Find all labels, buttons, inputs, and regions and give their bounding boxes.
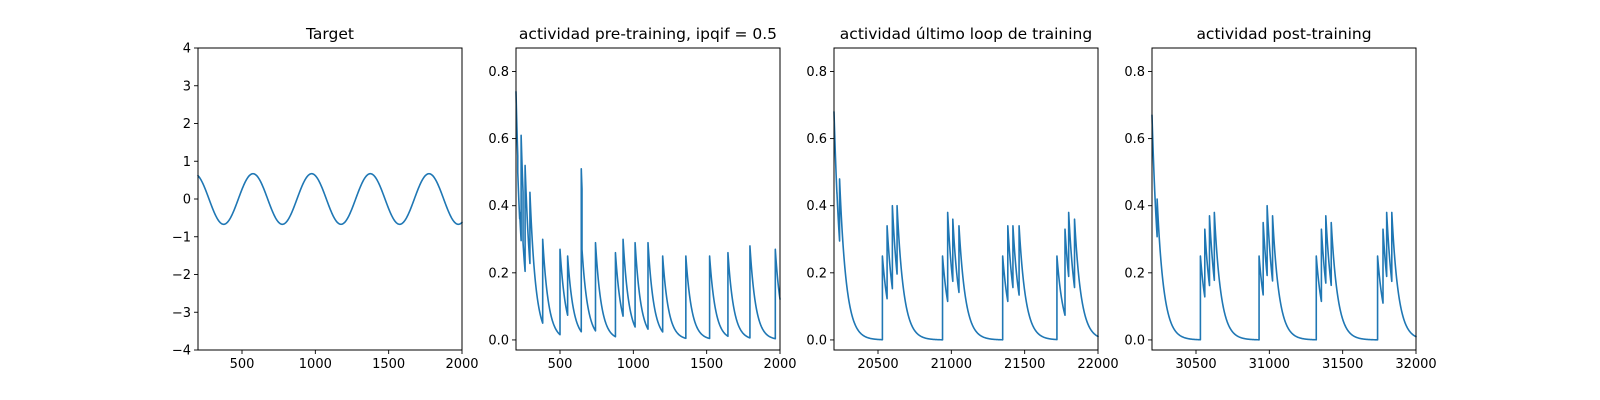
y-tick-label: 0.4	[488, 199, 509, 214]
x-tick-label: 21500	[1004, 357, 1045, 372]
x-tick-label: 22000	[1077, 357, 1118, 372]
y-tick-label: 0.0	[488, 333, 509, 348]
y-tick-label: 0.2	[488, 266, 509, 281]
tick-group: 500 1000 1500 2000 0.0 0.2 0.4 0.6 0.8	[488, 65, 796, 372]
y-tick-label: 0.2	[1124, 266, 1145, 281]
x-tick-label: 1000	[299, 357, 332, 372]
y-tick-label: 0.4	[806, 199, 827, 214]
panel-last-training-loop: actividad último loop de training 20500 2…	[806, 25, 1118, 372]
y-tick-label: 0.0	[1124, 333, 1145, 348]
x-tick-label: 1500	[372, 357, 405, 372]
y-tick-label: 0.6	[488, 132, 509, 147]
y-tick-label: 0.0	[806, 333, 827, 348]
series-line	[833, 110, 1099, 341]
y-tick-label: 0	[183, 193, 191, 208]
tick-group: 30500 31000 31500 32000 0.0 0.2 0.4 0.6 0.8	[1124, 65, 1436, 372]
y-tick-label: −3	[172, 306, 191, 321]
series-line	[515, 90, 781, 340]
x-tick-label: 21000	[931, 357, 972, 372]
y-tick-label: 1	[183, 155, 191, 170]
y-tick-label: 0.8	[806, 65, 827, 80]
x-tick-label: 1000	[617, 357, 650, 372]
x-tick-label: 31000	[1249, 357, 1290, 372]
x-tick-label: 500	[230, 357, 255, 372]
x-tick-label: 31500	[1322, 357, 1363, 372]
x-tick-label: 2000	[445, 357, 478, 372]
panel-title: actividad post-training	[1196, 25, 1371, 43]
series-line	[1151, 114, 1417, 341]
x-tick-label: 30500	[1175, 357, 1216, 372]
y-tick-label: 0.8	[488, 65, 509, 80]
x-tick-label: 500	[548, 357, 573, 372]
y-tick-label: 0.8	[1124, 65, 1145, 80]
axes-frame	[1151, 47, 1417, 351]
y-tick-label: 2	[183, 117, 191, 132]
axes-frame	[515, 47, 781, 351]
x-tick-label: 2000	[763, 357, 796, 372]
y-tick-label: −2	[172, 268, 191, 283]
panel-pre-training: actividad pre-training, ipqif = 0.5 500 1…	[488, 25, 796, 372]
tick-group: 20500 21000 21500 22000 0.0 0.2 0.4 0.6 0.8	[806, 65, 1118, 372]
tick-group: 500 1000 1500 2000 −4 −3 −2 −1 0 1 2 3 4	[172, 42, 479, 373]
y-tick-label: −4	[172, 344, 191, 359]
axes-frame	[833, 47, 1099, 351]
y-tick-label: 0.2	[806, 266, 827, 281]
series-line	[197, 172, 463, 226]
y-tick-label: 3	[183, 79, 191, 94]
panel-title: Target	[305, 25, 354, 43]
y-tick-label: −1	[172, 230, 191, 245]
x-tick-label: 1500	[690, 357, 723, 372]
y-tick-label: 0.6	[806, 132, 827, 147]
x-tick-label: 20500	[857, 357, 898, 372]
panel-post-training: actividad post-training 30500 31000 31500 3…	[1124, 25, 1436, 372]
y-tick-label: 0.6	[1124, 132, 1145, 147]
x-tick-label: 32000	[1395, 357, 1436, 372]
panel-title: actividad último loop de training	[840, 25, 1092, 43]
y-tick-label: 4	[183, 42, 191, 57]
panel-target: Target 500 1000 1500 2000 −4 −3 −2 −1 0 1 2 3 4	[172, 25, 479, 372]
y-tick-label: 0.4	[1124, 199, 1145, 214]
panel-title: actividad pre-training, ipqif = 0.5	[519, 25, 777, 43]
